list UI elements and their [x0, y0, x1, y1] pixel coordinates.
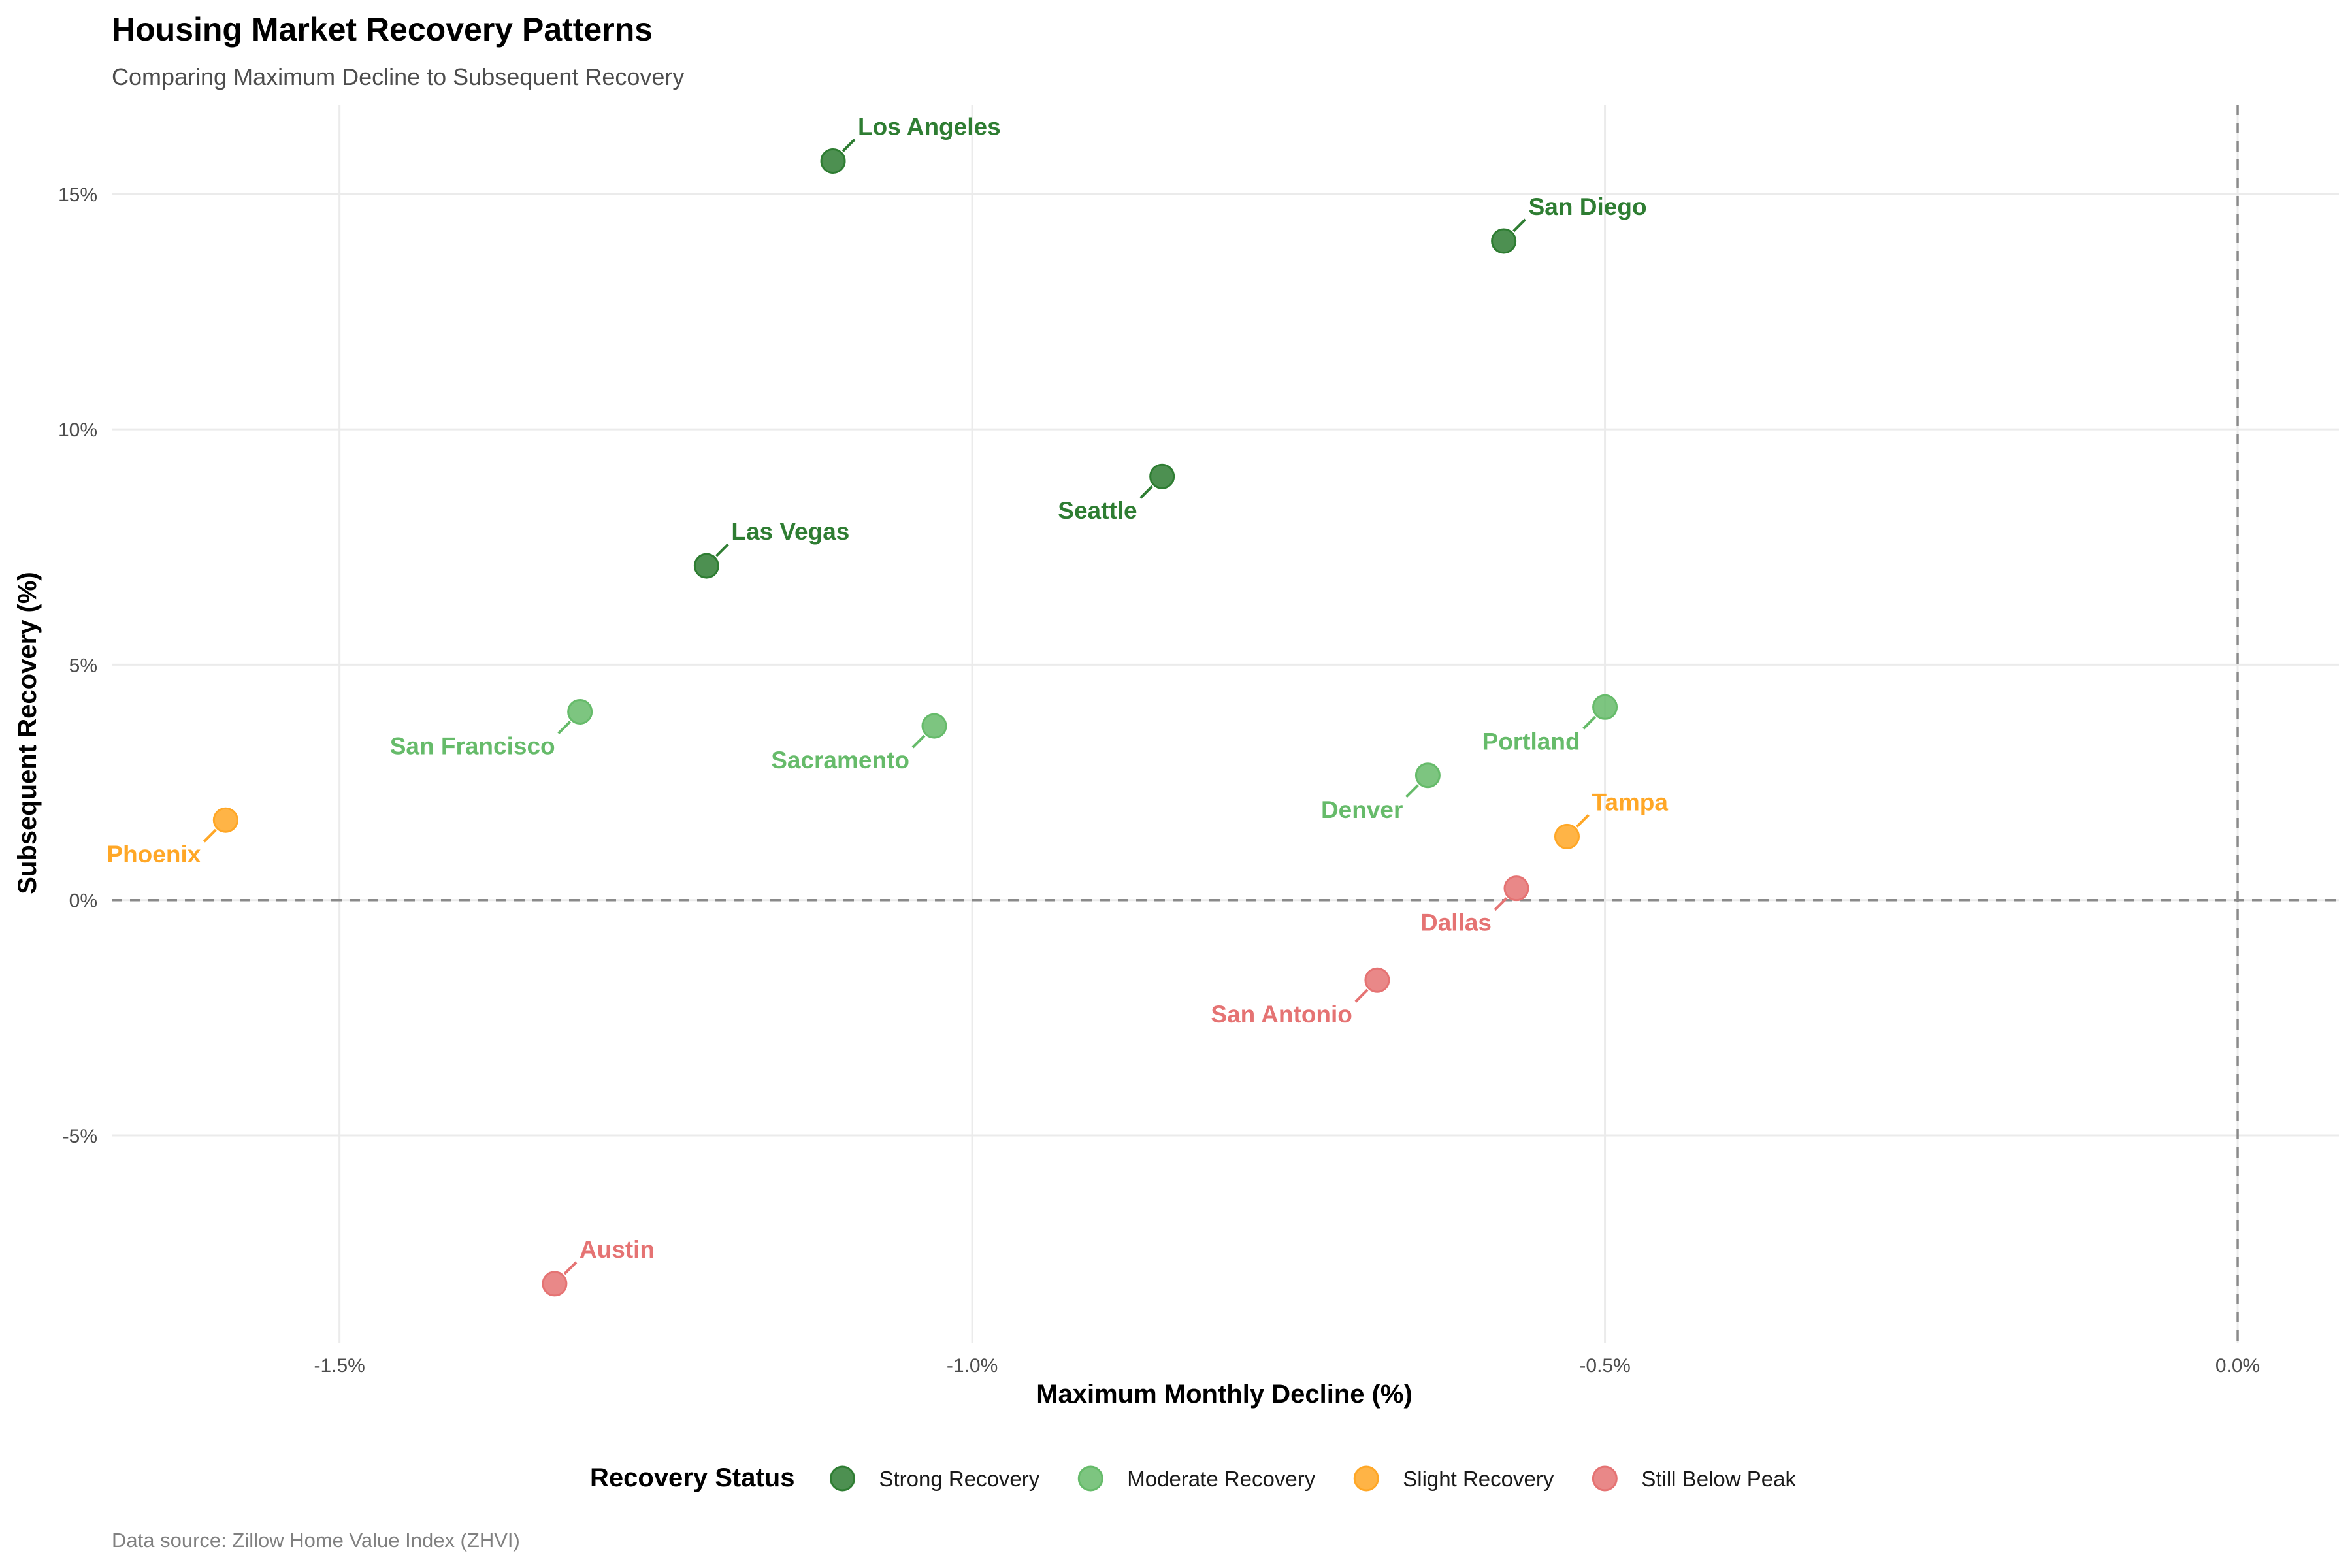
label-connectors — [203, 139, 1596, 1275]
point-label: San Diego — [1529, 193, 1647, 220]
legend-key — [1592, 1465, 1618, 1492]
y-tick-label: 0% — [69, 890, 97, 912]
x-tick-label: 0.0% — [2215, 1355, 2260, 1377]
data-point — [212, 807, 238, 833]
point-label: Phoenix — [106, 841, 201, 868]
data-points — [212, 148, 1618, 1297]
label-connector — [1582, 715, 1596, 730]
point-label: Los Angeles — [858, 113, 1001, 140]
label-connector — [563, 1261, 578, 1275]
legend: Recovery Status Strong Recovery Moderate … — [590, 1463, 1796, 1492]
label-connector — [715, 543, 729, 557]
chart-subtitle: Comparing Maximum Decline to Subsequent … — [112, 63, 684, 90]
data-point — [921, 713, 947, 739]
label-connector — [557, 721, 572, 734]
point-label: Tampa — [1592, 789, 1668, 815]
legend-label: Slight Recovery — [1403, 1467, 1554, 1491]
x-tick-label: -0.5% — [1579, 1355, 1630, 1377]
data-point — [1503, 875, 1529, 902]
y-tick-label: 10% — [58, 419, 97, 441]
y-axis-title: Subsequent Recovery (%) — [13, 572, 42, 894]
data-point — [1554, 823, 1580, 849]
gridlines — [112, 105, 2339, 1343]
data-point — [1491, 228, 1517, 254]
label-connector — [1354, 988, 1369, 1003]
legend-key — [829, 1465, 855, 1492]
point-label: San Antonio — [1211, 1001, 1352, 1028]
y-tick-label: 5% — [69, 655, 97, 676]
reference-lines — [112, 105, 2339, 1343]
data-point — [1414, 762, 1441, 789]
label-connector — [1139, 485, 1154, 499]
data-point — [1364, 967, 1390, 993]
data-source-caption: Data source: Zillow Home Value Index (ZH… — [112, 1529, 520, 1552]
point-label: Austin — [580, 1236, 655, 1263]
label-connector — [1405, 784, 1419, 798]
legend-label: Moderate Recovery — [1127, 1467, 1315, 1491]
x-tick-label: -1.5% — [314, 1355, 365, 1377]
point-labels: Los Angeles San Diego Seattle Las Vegas San … — [106, 113, 1668, 1262]
data-point — [1592, 694, 1618, 720]
chart-title: Housing Market Recovery Patterns — [112, 11, 653, 48]
label-connector — [841, 139, 856, 152]
point-label: Dallas — [1420, 909, 1492, 936]
point-label: Denver — [1321, 796, 1403, 823]
x-axis-ticks: -1.5% -1.0% -0.5% 0.0% — [314, 1355, 2260, 1377]
data-point — [820, 148, 846, 174]
label-connector — [1512, 218, 1527, 233]
x-tick-label: -1.0% — [947, 1355, 998, 1377]
data-point — [567, 698, 593, 725]
label-connector — [1576, 814, 1590, 828]
point-label: Las Vegas — [731, 518, 849, 545]
point-label: Portland — [1482, 728, 1580, 755]
point-label: San Francisco — [390, 732, 555, 759]
y-tick-label: -5% — [63, 1126, 97, 1147]
legend-key — [1353, 1465, 1379, 1492]
data-point — [1149, 463, 1175, 489]
y-tick-label: 15% — [58, 184, 97, 206]
legend-label: Still Below Peak — [1641, 1467, 1796, 1491]
label-connector — [911, 734, 926, 749]
legend-key — [1077, 1465, 1103, 1492]
data-point — [693, 553, 719, 579]
legend-title: Recovery Status — [590, 1463, 794, 1492]
legend-label: Strong Recovery — [879, 1467, 1039, 1491]
label-connector — [203, 828, 217, 843]
y-axis-ticks: -5% 0% 5% 10% 15% — [58, 184, 97, 1147]
data-point — [542, 1271, 568, 1297]
x-axis-title: Maximum Monthly Decline (%) — [1036, 1380, 1413, 1409]
label-connector — [1494, 897, 1508, 911]
point-label: Sacramento — [771, 747, 909, 774]
point-label: Seattle — [1058, 497, 1137, 524]
